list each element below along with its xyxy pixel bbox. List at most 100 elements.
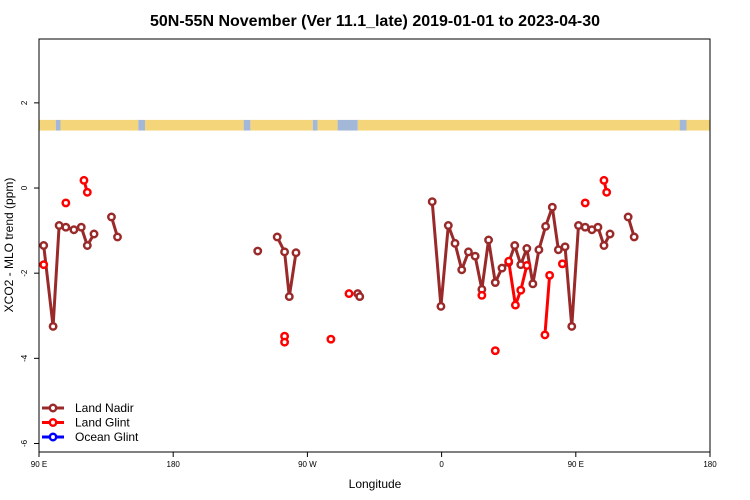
land-nadir-point: [629, 232, 639, 242]
land-glint-point: [326, 334, 336, 344]
land-nadir-point: [510, 241, 520, 250]
land-glint-line: [507, 261, 529, 307]
land-nadir-point: [48, 321, 58, 331]
land-nadir-point: [89, 229, 99, 239]
y-axis-label: XCO2 - MLO trend (ppm): [2, 178, 16, 313]
ocean-strip-segment: [337, 119, 358, 131]
x-tick-label: 180: [167, 460, 181, 469]
land-nadir-point: [272, 232, 282, 242]
y-axis: 2 0 -2 -4 -6: [20, 100, 39, 447]
land-nadir-point: [567, 321, 577, 331]
land-strip-segment: [39, 119, 56, 131]
land-nadir-point: [574, 221, 583, 230]
x-tick-label: 180: [703, 460, 717, 469]
land-strip-segment: [60, 119, 139, 131]
land-nadir-point: [436, 301, 446, 311]
land-nadir-point: [522, 244, 532, 253]
legend-swatch-marker: [48, 432, 58, 442]
land-strip-segment: [317, 119, 338, 131]
land-glint-point: [540, 330, 550, 340]
series-land-nadir: [39, 197, 639, 331]
y-tick-label: 2: [20, 100, 29, 105]
land-glint-point: [490, 346, 500, 356]
x-tick-label: 0: [439, 460, 444, 469]
land-nadir-line: [275, 236, 298, 299]
land-nadir-point: [497, 263, 507, 273]
x-tick-label: 90 E: [31, 460, 47, 469]
land-nadir-point: [54, 221, 64, 230]
land-glint-point: [477, 290, 487, 300]
land-glint-point: [39, 260, 49, 270]
land-nadir-point: [605, 229, 615, 239]
land-nadir-point: [107, 212, 116, 222]
land-strip-segment: [357, 119, 710, 131]
land-nadir-point: [61, 222, 71, 232]
land-nadir-point: [547, 202, 557, 212]
land-nadir-point: [427, 197, 437, 207]
land-nadir-point: [69, 225, 79, 235]
land-nadir-line: [42, 223, 96, 328]
land-nadir-point: [291, 248, 301, 258]
legend-item: Land Glint: [42, 416, 130, 430]
ocean-strip-segment: [312, 119, 318, 131]
legend-item: Ocean Glint: [42, 430, 139, 444]
land-strip-segment: [250, 119, 313, 131]
x-tick-label: 90 E: [568, 460, 584, 469]
legend-swatch-marker: [48, 403, 58, 413]
land-nadir-point: [593, 222, 603, 232]
land-nadir-point: [457, 265, 467, 275]
land-glint-point: [280, 337, 290, 347]
legend-label: Land Glint: [75, 416, 130, 430]
land-nadir-point: [553, 245, 563, 255]
land-nadir-point: [599, 241, 609, 250]
land-nadir-point: [280, 247, 290, 257]
land-nadir-point: [580, 222, 590, 232]
land-nadir-point: [284, 292, 294, 302]
legend-item: Land Nadir: [42, 401, 134, 415]
land-nadir-point: [623, 212, 633, 222]
land-nadir-point: [534, 245, 544, 255]
land-glint-point: [516, 285, 526, 295]
y-tick-label: 0: [20, 185, 29, 190]
land-glint-point: [82, 187, 92, 197]
land-nadir-point: [560, 242, 570, 252]
land-nadir-point: [253, 246, 263, 256]
chart-title: 50N-55N November (Ver 11.1_late) 2019-01…: [150, 13, 600, 30]
land-glint-point: [504, 256, 514, 266]
x-axis-label: Longitude: [349, 477, 402, 491]
land-glint-point: [602, 187, 612, 197]
land-glint-point: [79, 175, 89, 185]
land-nadir-point: [490, 278, 500, 287]
legend-label: Ocean Glint: [75, 430, 139, 444]
land-nadir-point: [39, 241, 49, 250]
land-glint-point: [580, 198, 590, 208]
plot-frame: [38, 38, 711, 453]
ocean-strip-segment: [679, 119, 687, 131]
x-axis: 90 E 180 90 W 0 90 E 180: [31, 452, 717, 469]
y-tick-label: -2: [20, 269, 29, 277]
land-nadir-point: [76, 222, 86, 232]
x-tick-label: 90 W: [298, 460, 317, 469]
land-nadir-point: [484, 235, 494, 245]
land-glint-point: [599, 175, 609, 185]
legend-label: Land Nadir: [75, 401, 134, 415]
y-tick-label: -4: [20, 354, 29, 362]
land-strip-segment: [145, 119, 244, 131]
land-nadir-point: [82, 241, 92, 250]
land-nadir-point: [528, 279, 538, 289]
land-nadir-point: [463, 247, 473, 257]
y-tick-label: -6: [20, 439, 29, 447]
land-nadir-point: [113, 232, 122, 242]
land-nadir-point: [355, 292, 365, 302]
land-nadir-point: [470, 251, 480, 261]
land-glint-line: [543, 275, 552, 336]
ocean-strip-segment: [55, 119, 61, 131]
land-glint-point: [522, 261, 532, 270]
land-glint-point: [344, 289, 354, 299]
land-nadir-point: [541, 221, 551, 231]
land-glint-point: [545, 270, 555, 280]
land-nadir-point: [443, 221, 453, 230]
series-land-glint: [39, 175, 612, 356]
